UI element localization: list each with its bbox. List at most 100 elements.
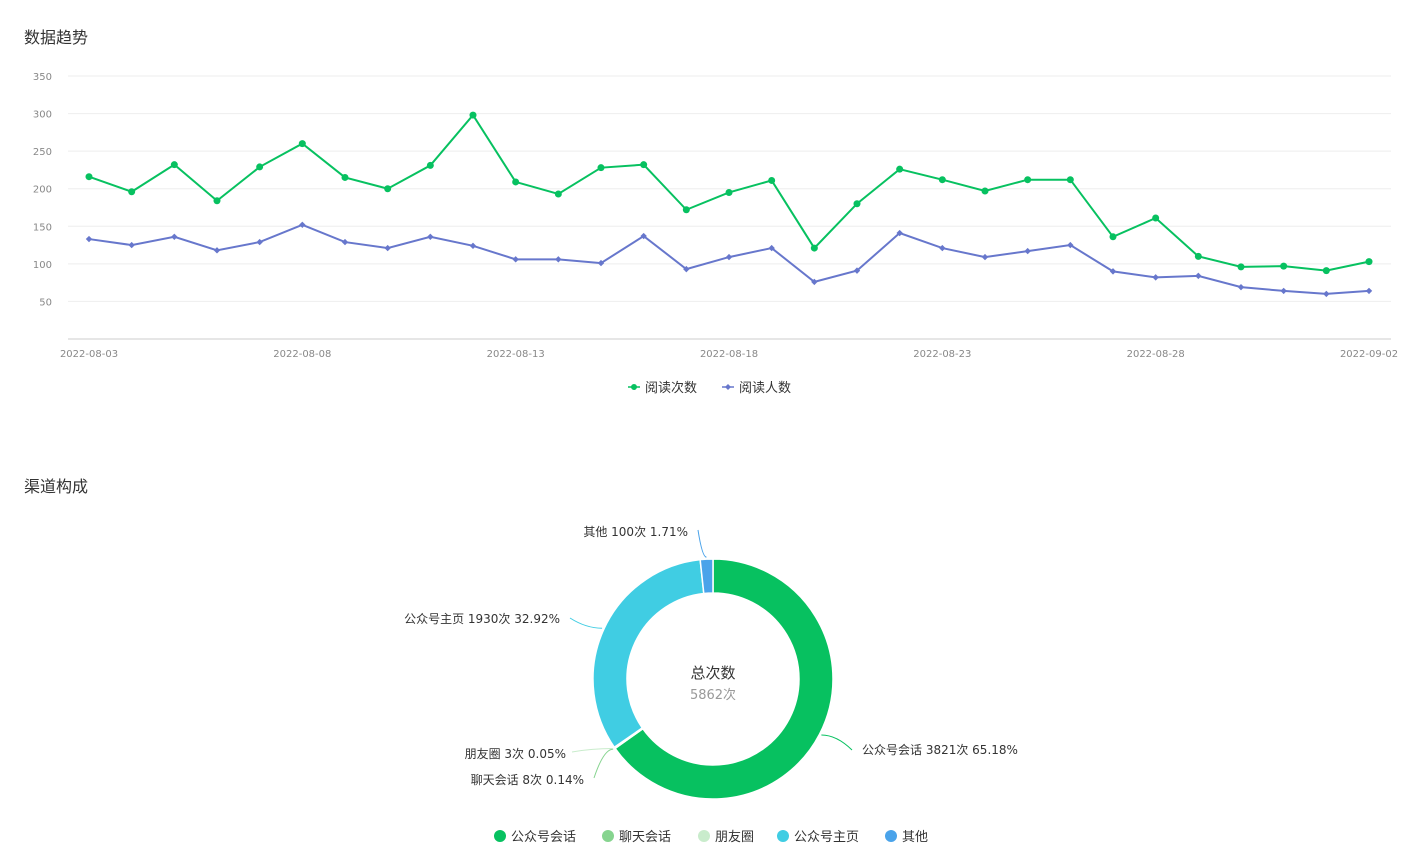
data-point[interactable] <box>597 259 605 267</box>
legend-item-label[interactable]: 其他 <box>902 830 928 845</box>
donut-center-title: 总次数 <box>690 664 735 682</box>
slice-leader-line <box>569 617 603 629</box>
data-point[interactable] <box>426 161 434 169</box>
data-point[interactable] <box>1109 233 1117 241</box>
legend-item-label[interactable]: 公众号主页 <box>794 830 859 845</box>
data-point[interactable] <box>341 238 349 246</box>
data-point[interactable] <box>1152 214 1160 222</box>
trend-section-title: 数据趋势 <box>24 28 89 47</box>
donut-center-value: 5862次 <box>690 687 736 703</box>
data-point[interactable] <box>811 278 818 286</box>
data-point[interactable] <box>512 178 520 186</box>
data-point[interactable] <box>939 244 946 252</box>
x-tick-label: 2022-08-08 <box>273 349 331 360</box>
data-point[interactable] <box>853 267 861 274</box>
data-point[interactable] <box>171 233 178 241</box>
data-point[interactable] <box>896 165 904 173</box>
legend-item-label[interactable]: 阅读人数 <box>739 381 791 396</box>
data-point[interactable] <box>682 206 690 214</box>
donut-slice[interactable] <box>592 558 705 749</box>
donut-slice[interactable] <box>614 558 834 800</box>
data-point[interactable] <box>256 238 263 246</box>
legend-marker <box>494 830 506 842</box>
data-point[interactable] <box>853 200 861 208</box>
legend-item-label[interactable]: 朋友圈 <box>715 829 754 845</box>
data-point[interactable] <box>1194 252 1202 260</box>
data-point[interactable] <box>768 176 776 184</box>
legend-item-label[interactable]: 聊天会话 <box>619 830 671 845</box>
data-point[interactable] <box>128 241 135 249</box>
data-point[interactable] <box>981 187 989 195</box>
data-point[interactable] <box>1365 258 1373 266</box>
channel-section-title: 渠道构成 <box>24 477 89 496</box>
data-point[interactable] <box>1323 290 1330 298</box>
data-point[interactable] <box>896 229 903 237</box>
data-point[interactable] <box>299 221 306 228</box>
x-tick-label: 2022-08-03 <box>60 349 118 360</box>
y-tick-label: 150 <box>33 222 52 233</box>
data-point[interactable] <box>341 173 349 181</box>
data-point[interactable] <box>640 232 647 240</box>
data-point[interactable] <box>1067 241 1074 249</box>
data-point[interactable] <box>213 197 221 205</box>
data-point[interactable] <box>810 244 818 252</box>
data-point[interactable] <box>554 190 562 198</box>
data-point[interactable] <box>384 185 392 193</box>
x-tick-label: 2022-09-02 <box>1340 349 1398 360</box>
data-point[interactable] <box>1280 287 1287 295</box>
legend-marker <box>602 830 614 842</box>
legend-marker <box>698 830 710 842</box>
data-point[interactable] <box>469 111 477 119</box>
legend-marker <box>631 384 637 390</box>
donut-slice[interactable] <box>699 558 714 595</box>
data-point[interactable] <box>298 140 306 148</box>
data-point[interactable] <box>640 161 648 169</box>
data-point[interactable] <box>683 265 690 273</box>
data-point[interactable] <box>213 247 221 254</box>
slice-label: 公众号主页 1930次 32.92% <box>404 612 560 626</box>
legend-marker <box>725 384 731 390</box>
data-point[interactable] <box>1024 176 1032 184</box>
data-point[interactable] <box>938 176 946 184</box>
data-point[interactable] <box>1237 283 1245 291</box>
data-point[interactable] <box>725 253 733 261</box>
data-point[interactable] <box>85 235 93 243</box>
y-tick-label: 350 <box>33 72 52 83</box>
data-point[interactable] <box>1322 267 1330 275</box>
data-point[interactable] <box>1195 272 1202 280</box>
data-point[interactable] <box>1152 274 1159 281</box>
data-point[interactable] <box>170 161 178 169</box>
slice-label: 聊天会话 8次 0.14% <box>471 773 584 787</box>
data-point[interactable] <box>768 244 775 252</box>
slice-leader-line <box>593 748 614 779</box>
legend-marker <box>885 830 897 842</box>
y-tick-label: 250 <box>33 147 52 158</box>
data-point[interactable] <box>128 188 136 196</box>
trend-line-chart: 50 100 150 200 250 300 350 2022-08-03 2022-08-08… <box>33 72 1398 396</box>
legend-item-label[interactable]: 公众号会话 <box>511 830 576 845</box>
data-point[interactable] <box>384 244 391 252</box>
data-point[interactable] <box>512 256 519 263</box>
data-point[interactable] <box>469 242 477 250</box>
y-tick-label: 200 <box>33 185 52 196</box>
slice-label: 朋友圈 3次 0.05% <box>465 747 566 761</box>
data-point[interactable] <box>1024 247 1031 255</box>
data-point[interactable] <box>981 253 989 261</box>
y-tick-label: 50 <box>39 297 52 308</box>
data-point[interactable] <box>725 188 733 196</box>
data-point[interactable] <box>427 233 434 241</box>
slice-leader-line <box>821 734 853 751</box>
slice-leader-line <box>571 748 613 753</box>
data-point[interactable] <box>1109 268 1117 275</box>
data-point[interactable] <box>85 173 93 181</box>
data-point[interactable] <box>597 164 605 172</box>
data-point[interactable] <box>1066 176 1074 184</box>
data-point[interactable] <box>1365 287 1373 295</box>
data-point[interactable] <box>1280 262 1288 270</box>
legend-item-label[interactable]: 阅读次数 <box>645 380 697 396</box>
data-point[interactable] <box>555 256 562 263</box>
data-point[interactable] <box>1237 263 1245 271</box>
data-point[interactable] <box>256 163 264 171</box>
legend-marker <box>777 830 789 842</box>
